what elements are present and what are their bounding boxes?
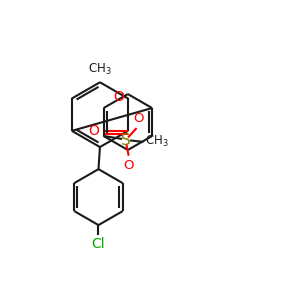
Text: CH$_3$: CH$_3$ — [146, 134, 169, 149]
Text: O: O — [133, 112, 143, 125]
Text: S: S — [121, 133, 130, 148]
Text: O: O — [123, 159, 134, 172]
Text: O: O — [88, 124, 99, 138]
Text: O: O — [114, 90, 124, 104]
Text: Cl: Cl — [92, 238, 105, 251]
Text: CH$_3$: CH$_3$ — [88, 62, 112, 77]
